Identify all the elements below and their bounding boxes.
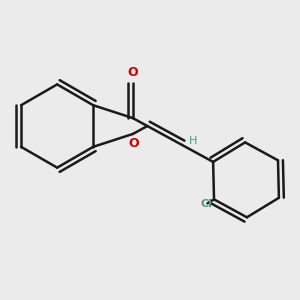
Text: H: H [189, 136, 197, 146]
Text: Cl: Cl [201, 199, 212, 209]
Text: O: O [129, 137, 139, 150]
Text: O: O [128, 66, 138, 80]
